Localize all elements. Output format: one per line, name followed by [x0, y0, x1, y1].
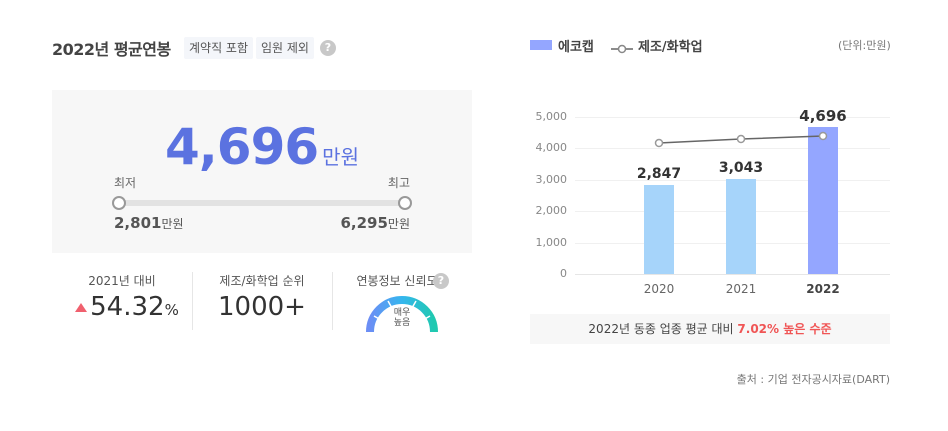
- average-salary-value: 4,696: [165, 118, 319, 176]
- average-salary: 4,696 만원: [52, 118, 472, 176]
- gauge-text-line-1: 매우: [393, 308, 411, 318]
- min-knob: [112, 196, 126, 210]
- unit-note: (단위:만원): [838, 39, 891, 52]
- stat-yoy-number: 54.32: [90, 292, 165, 322]
- max-label: 최고: [387, 176, 410, 190]
- max-value-unit: 만원: [387, 217, 410, 231]
- y-tick: 2,000: [535, 204, 568, 217]
- tag-executives-excluded: 임원 제외: [256, 37, 314, 59]
- min-value-number: 2,801: [114, 214, 162, 232]
- salary-range-track: [116, 200, 408, 206]
- industry-line: [654, 131, 828, 148]
- legend-company: 에코캡: [558, 40, 594, 55]
- stat-reliability-label: 연봉정보 신뢰도: [356, 274, 438, 288]
- bar-2020[interactable]: [644, 185, 674, 274]
- question-circle-icon[interactable]: ?: [433, 273, 449, 289]
- min-label: 최저: [114, 176, 137, 190]
- average-salary-unit: 만원: [322, 145, 359, 169]
- stat-rank-label: 제조/화학업 순위: [219, 274, 305, 288]
- bar-value-2022: 4,696: [799, 107, 847, 125]
- y-tick: 0: [560, 267, 567, 280]
- max-value: 6,295만원: [340, 214, 410, 232]
- trend-up-icon: [75, 303, 88, 312]
- y-tick: 4,000: [535, 141, 568, 154]
- legend-industry: 제조/화학업: [638, 40, 703, 55]
- comparison-highlight: 7.02% 높은 수준: [737, 322, 832, 336]
- question-circle-icon[interactable]: ?: [320, 40, 336, 56]
- source-note: 출처 : 기업 전자공시자료(DART): [736, 373, 890, 386]
- comparison-text: 2022년 동종 업종 평균 대비: [588, 322, 738, 336]
- stat-yoy-suffix: %: [164, 301, 179, 319]
- salary-panel: 4,696 만원 최저 최고 2,801만원 6,295만원: [52, 90, 472, 253]
- page-title: 2022년 평균연봉: [52, 40, 171, 59]
- gridline: [575, 148, 890, 149]
- reliability-gauge: 매우 높음: [366, 292, 438, 333]
- max-knob: [398, 196, 412, 210]
- gauge-text-line-2: 높음: [393, 318, 411, 328]
- stat-yoy-value: 54.32%: [62, 292, 192, 322]
- gridline: [575, 117, 890, 118]
- y-tick: 5,000: [535, 110, 568, 123]
- stat-rank-value: 1000+: [218, 292, 306, 322]
- gauge-icon: [366, 296, 438, 333]
- legend-bar-swatch: [530, 40, 552, 50]
- x-tick: 2020: [643, 282, 675, 296]
- bar-value-2020: 2,847: [636, 166, 682, 182]
- min-value-unit: 만원: [161, 217, 184, 231]
- tag-contract-included: 계약직 포함: [184, 37, 254, 59]
- y-tick: 1,000: [535, 236, 568, 249]
- bar-value-2021: 3,043: [718, 160, 764, 176]
- gauge-text: 매우 높음: [366, 308, 438, 328]
- bar-2022[interactable]: [808, 127, 838, 274]
- divider: [332, 272, 333, 330]
- y-tick: 3,000: [535, 173, 568, 186]
- divider: [192, 272, 193, 330]
- stat-yoy-label: 2021년 대비: [88, 274, 156, 288]
- x-tick: 2022: [806, 282, 840, 296]
- legend-line-icon: [610, 39, 634, 58]
- x-axis: [575, 274, 890, 275]
- max-value-number: 6,295: [340, 214, 388, 232]
- x-tick: 2021: [725, 282, 757, 296]
- min-value: 2,801만원: [114, 214, 184, 232]
- industry-comparison: 2022년 동종 업종 평균 대비 7.02% 높은 수준: [530, 314, 890, 344]
- bar-2021[interactable]: [726, 179, 756, 274]
